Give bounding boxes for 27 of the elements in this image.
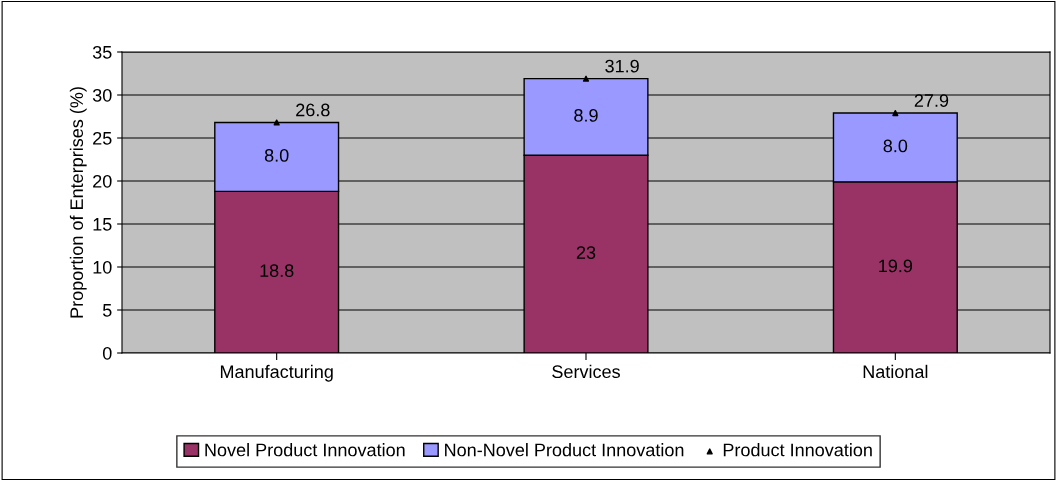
y-tick-label: 35	[92, 45, 112, 59]
y-tick-label: 25	[93, 131, 112, 145]
y-tick-label: 0	[102, 346, 112, 360]
legend-label: Novel Product Innovation	[205, 443, 405, 457]
y-tick-label: 10	[93, 260, 112, 274]
point	[582, 75, 590, 82]
data-label: 8.9	[574, 108, 598, 122]
x-tick-label: Services	[552, 364, 620, 379]
legend-label: Product Innovation	[723, 443, 872, 457]
data-label: 18.8	[260, 264, 294, 278]
legend-label: Non-Novel Product Innovation	[445, 443, 684, 457]
y-axis-title: Proportion of Enterprises (%)	[69, 87, 87, 318]
x-tick-label: Manufacturing	[220, 364, 333, 382]
data-label: 31.9	[605, 59, 639, 73]
data-label: 8.0	[264, 148, 289, 162]
data-label: 26.8	[296, 103, 330, 117]
data-label: 23	[576, 246, 596, 259]
data-label: 27.9	[914, 94, 949, 107]
y-tick-label: 5	[102, 304, 112, 317]
point	[273, 119, 280, 126]
y-tick-label: 20	[93, 174, 112, 188]
data-label: 8.0	[883, 139, 908, 153]
y-tick-label: 15	[93, 218, 112, 231]
point	[892, 109, 899, 117]
y-tick-label: 30	[92, 88, 112, 102]
data-label: 19.9	[879, 259, 913, 273]
x-tick-label: National	[863, 364, 928, 379]
